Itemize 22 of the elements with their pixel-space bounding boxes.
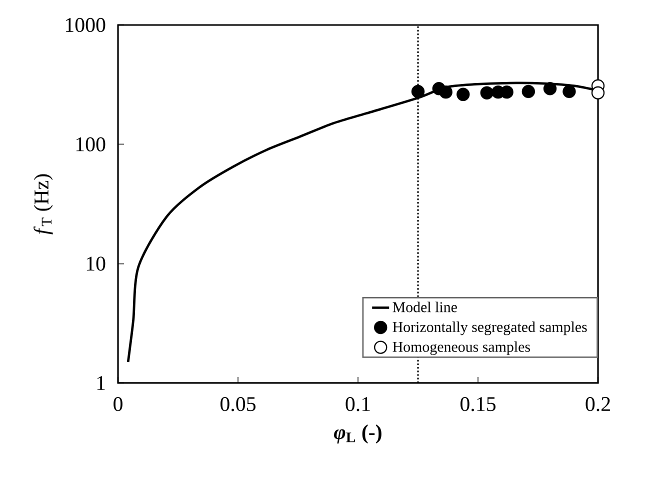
legend-label: Horizontally segregated samples xyxy=(392,322,587,336)
legend-label: Homogeneous samples xyxy=(392,341,530,355)
x-tick-label: 0 xyxy=(114,397,122,412)
point xyxy=(411,84,425,98)
point xyxy=(439,85,452,99)
x-tick-label: 0.05 xyxy=(220,397,256,412)
y-tick-label: 1000 xyxy=(66,18,106,32)
point xyxy=(522,84,536,98)
point xyxy=(543,82,557,96)
x-tick-label: 0.15 xyxy=(460,397,496,412)
point xyxy=(562,84,576,98)
y-tick-label: 10 xyxy=(86,256,106,271)
x-axis-title: φ$_{L}$ (-) xyxy=(334,424,382,444)
point xyxy=(456,88,470,102)
y-tick-label: 1 xyxy=(97,376,105,390)
point xyxy=(480,86,494,100)
point xyxy=(591,86,605,100)
legend-label: Model line xyxy=(392,302,457,312)
x-tick-label: 0.2 xyxy=(586,397,610,412)
x-tick-label: 0.1 xyxy=(346,397,370,412)
y-tick-label: 100 xyxy=(76,137,106,152)
y-axis-title: f$_{T}$ (Hz) xyxy=(34,174,53,234)
